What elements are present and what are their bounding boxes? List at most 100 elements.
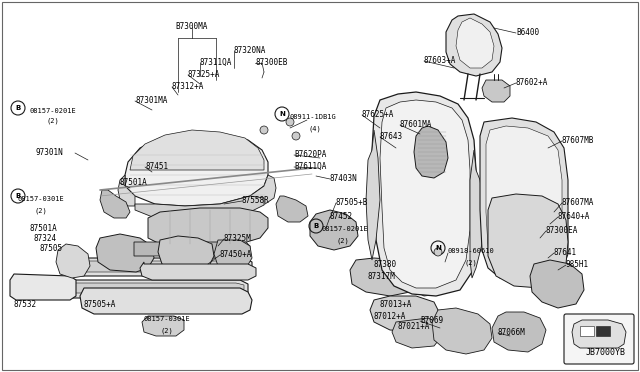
Text: 87324: 87324	[34, 234, 57, 243]
Text: 87451: 87451	[145, 162, 168, 171]
Text: 87607MB: 87607MB	[562, 136, 595, 145]
Text: 87505: 87505	[40, 244, 63, 253]
Polygon shape	[432, 308, 492, 354]
Text: 08157-0301E: 08157-0301E	[144, 316, 191, 322]
Text: 87625+A: 87625+A	[362, 110, 394, 119]
Text: 87641: 87641	[554, 248, 577, 257]
Polygon shape	[408, 264, 448, 296]
Text: 87501A: 87501A	[30, 224, 58, 233]
Text: B6400: B6400	[516, 28, 539, 37]
Polygon shape	[456, 18, 494, 68]
Text: 87013+A: 87013+A	[380, 300, 412, 309]
Text: 87601MA: 87601MA	[400, 120, 433, 129]
Text: 87532: 87532	[14, 300, 37, 309]
Text: 87505+B: 87505+B	[336, 198, 369, 207]
Text: (2): (2)	[46, 118, 59, 125]
Text: N: N	[435, 245, 441, 251]
Polygon shape	[446, 14, 502, 76]
Text: 985H1: 985H1	[566, 260, 589, 269]
Text: 08157-0301E: 08157-0301E	[18, 196, 65, 202]
Text: B7611QA: B7611QA	[294, 162, 326, 171]
Polygon shape	[134, 242, 250, 256]
Polygon shape	[470, 150, 484, 278]
Text: 08157-0201E: 08157-0201E	[322, 226, 369, 232]
Polygon shape	[530, 260, 584, 308]
Polygon shape	[380, 100, 470, 288]
Polygon shape	[392, 318, 442, 348]
Text: 87403N: 87403N	[330, 174, 358, 183]
Polygon shape	[214, 240, 252, 270]
Text: B: B	[314, 223, 319, 229]
Text: (2): (2)	[336, 237, 349, 244]
Polygon shape	[20, 283, 244, 293]
Text: 87301MA: 87301MA	[135, 96, 168, 105]
Text: B: B	[15, 105, 20, 111]
Polygon shape	[148, 208, 268, 246]
Polygon shape	[56, 244, 90, 278]
Circle shape	[286, 118, 294, 126]
Polygon shape	[158, 236, 214, 272]
Polygon shape	[370, 296, 440, 332]
Polygon shape	[492, 312, 546, 352]
Polygon shape	[135, 196, 264, 222]
FancyBboxPatch shape	[596, 326, 610, 336]
Text: (2): (2)	[160, 327, 173, 334]
Text: 87501A: 87501A	[120, 178, 148, 187]
Text: 87602+A: 87602+A	[516, 78, 548, 87]
Text: 87311QA: 87311QA	[200, 58, 232, 67]
Polygon shape	[82, 258, 252, 276]
Text: B7300MA: B7300MA	[176, 22, 208, 31]
Polygon shape	[486, 126, 562, 274]
Polygon shape	[572, 320, 626, 348]
Text: 87452: 87452	[330, 212, 353, 221]
Polygon shape	[125, 132, 268, 206]
Polygon shape	[250, 175, 276, 205]
Circle shape	[260, 126, 268, 134]
Text: (4): (4)	[308, 126, 321, 132]
Text: 87300EB: 87300EB	[256, 58, 289, 67]
Text: 87021+A: 87021+A	[398, 322, 430, 331]
Polygon shape	[310, 210, 358, 250]
Text: 97301N: 97301N	[36, 148, 64, 157]
Polygon shape	[366, 130, 380, 260]
Polygon shape	[80, 288, 252, 314]
Polygon shape	[482, 80, 510, 102]
Text: 87317M: 87317M	[368, 272, 396, 281]
Text: 87325M: 87325M	[224, 234, 252, 243]
Text: (2): (2)	[464, 260, 477, 266]
Text: N: N	[279, 111, 285, 117]
Text: 08918-60610: 08918-60610	[448, 248, 495, 254]
Polygon shape	[96, 234, 154, 272]
Text: B7620PA: B7620PA	[294, 150, 326, 159]
Polygon shape	[350, 258, 418, 296]
Text: 87603+A: 87603+A	[424, 56, 456, 65]
Polygon shape	[16, 280, 248, 298]
Text: B: B	[15, 193, 20, 199]
Polygon shape	[118, 175, 135, 206]
Text: JB7000YB: JB7000YB	[586, 348, 626, 357]
Polygon shape	[140, 262, 256, 280]
Polygon shape	[86, 261, 248, 272]
Text: 87325+A: 87325+A	[188, 70, 220, 79]
Text: 08911-1DB1G: 08911-1DB1G	[290, 114, 337, 120]
Text: 87558R: 87558R	[242, 196, 269, 205]
Text: (2): (2)	[34, 207, 47, 214]
Text: 87505+A: 87505+A	[84, 300, 116, 309]
Text: 08157-0201E: 08157-0201E	[30, 108, 77, 114]
FancyBboxPatch shape	[564, 314, 634, 364]
Polygon shape	[100, 190, 130, 218]
Text: 87300EA: 87300EA	[546, 226, 579, 235]
Text: 87643: 87643	[380, 132, 403, 141]
Polygon shape	[372, 92, 476, 296]
Polygon shape	[142, 316, 184, 336]
Text: 87380: 87380	[374, 260, 397, 269]
Text: 87312+A: 87312+A	[172, 82, 204, 91]
FancyBboxPatch shape	[580, 326, 594, 336]
Polygon shape	[488, 194, 568, 288]
Text: B7069: B7069	[420, 316, 443, 325]
Text: 87012+A: 87012+A	[374, 312, 406, 321]
Polygon shape	[276, 196, 308, 222]
Text: 87640+A: 87640+A	[558, 212, 590, 221]
Text: 87320NA: 87320NA	[234, 46, 266, 55]
Circle shape	[434, 248, 442, 256]
